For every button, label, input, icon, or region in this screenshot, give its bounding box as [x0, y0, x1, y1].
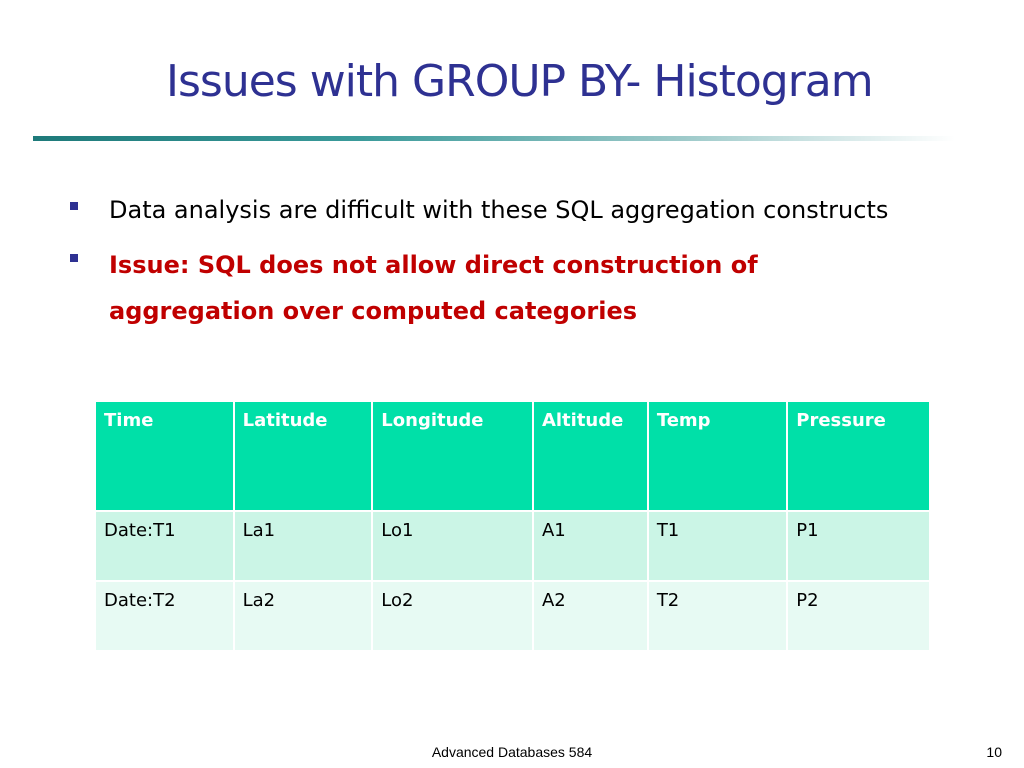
- table-header-row: Time Latitude Longitude Altitude Temp Pr…: [94, 400, 931, 512]
- square-bullet-icon: [70, 254, 78, 262]
- column-header-longitude: Longitude: [371, 400, 534, 512]
- table-cell: La2: [232, 580, 374, 652]
- bullet-list: Data analysis are difficult with these S…: [70, 190, 970, 346]
- table-cell: P2: [786, 580, 931, 652]
- column-header-time: Time: [94, 400, 235, 512]
- table-cell: A2: [531, 580, 649, 652]
- table-row: Date:T1 La1 Lo1 A1 T1 P1: [94, 510, 931, 582]
- table-cell: La1: [232, 510, 374, 582]
- table-row: Date:T2 La2 Lo2 A2 T2 P2: [94, 580, 931, 652]
- bullet-text-emphasis: Issue: SQL does not allow direct constru…: [109, 251, 758, 325]
- footer-course-title: Advanced Databases 584: [431, 744, 593, 760]
- table-cell: Date:T1: [94, 510, 235, 582]
- table-cell: Lo2: [371, 580, 534, 652]
- slide-title: Issues with GROUP BY- Histogram: [166, 56, 874, 107]
- square-bullet-icon: [70, 202, 78, 210]
- table-cell: P1: [786, 510, 931, 582]
- bullet-item: Issue: SQL does not allow direct constru…: [70, 242, 970, 334]
- bullet-text: Data analysis are difficult with these S…: [109, 196, 889, 224]
- column-header-altitude: Altitude: [531, 400, 649, 512]
- table-cell: Date:T2: [94, 580, 235, 652]
- slide-number: 10: [986, 744, 1002, 760]
- title-underline: [33, 136, 955, 141]
- table-cell: T1: [646, 510, 789, 582]
- bullet-item: Data analysis are difficult with these S…: [70, 190, 970, 230]
- column-header-latitude: Latitude: [232, 400, 374, 512]
- table-cell: Lo1: [371, 510, 534, 582]
- table-cell: A1: [531, 510, 649, 582]
- column-header-temp: Temp: [646, 400, 789, 512]
- column-header-pressure: Pressure: [786, 400, 931, 512]
- data-table: Time Latitude Longitude Altitude Temp Pr…: [94, 400, 931, 652]
- table-cell: T2: [646, 580, 789, 652]
